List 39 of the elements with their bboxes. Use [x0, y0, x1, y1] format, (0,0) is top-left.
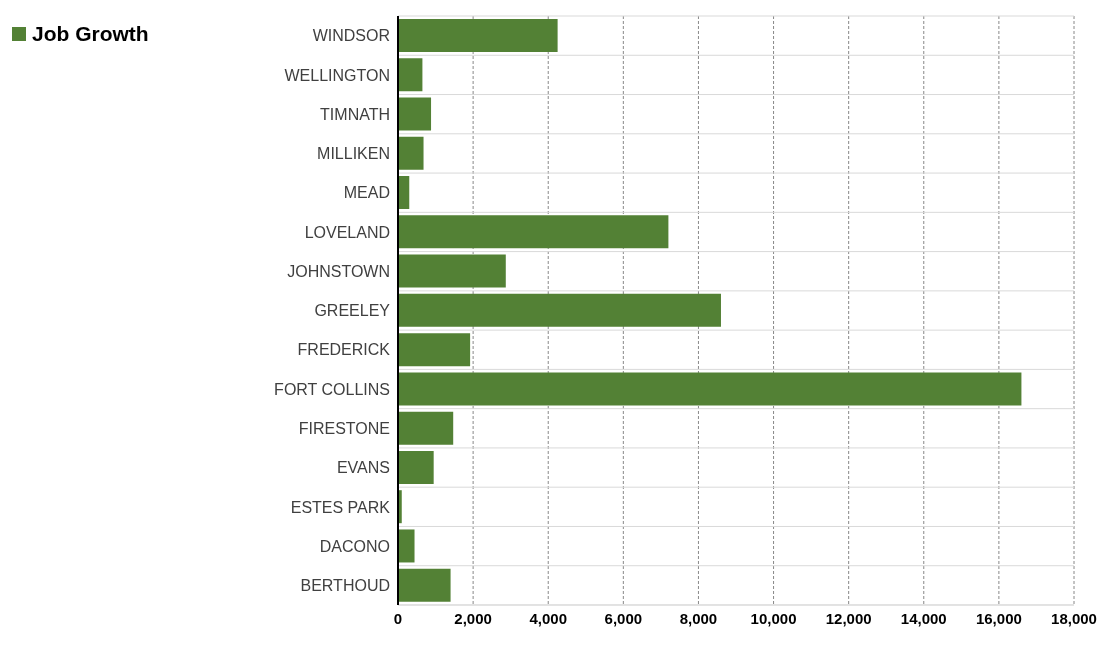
y-tick-label: GREELEY	[314, 302, 391, 320]
y-tick-label: FREDERICK	[297, 341, 391, 359]
bar	[398, 215, 669, 249]
bar	[398, 97, 432, 131]
x-tick-label: 10,000	[750, 609, 797, 627]
x-tick-label: 4,000	[529, 609, 567, 627]
y-tick-label: WINDSOR	[312, 27, 390, 45]
legend-label: Job Growth	[31, 22, 150, 46]
y-tick-label: MILLIKEN	[317, 145, 390, 163]
bar	[398, 568, 451, 602]
y-tick-label: FIRESTONE	[298, 419, 390, 437]
y-tick-label: WELLINGTON	[284, 66, 390, 84]
y-tick-label: EVANS	[336, 459, 390, 477]
y-tick-label: BERTHOUD	[300, 577, 390, 595]
y-tick-label: LOVELAND	[304, 223, 390, 241]
y-tick-label: ESTES PARK	[290, 498, 391, 516]
x-tick-label: 0	[393, 609, 403, 627]
x-tick-label: 18,000	[1051, 609, 1097, 627]
bar	[398, 254, 506, 288]
x-tick-label: 2,000	[454, 609, 492, 627]
x-tick-label: 12,000	[825, 609, 872, 627]
x-tick-label: 8,000	[679, 609, 718, 627]
bar	[398, 411, 454, 445]
x-tick-label: 6,000	[604, 609, 643, 627]
x-tick-label: 14,000	[900, 609, 947, 627]
bar	[398, 333, 471, 367]
y-tick-label: MEAD	[343, 184, 390, 202]
bar	[398, 293, 721, 327]
y-tick-label: TIMNATH	[320, 105, 390, 123]
y-tick-label: DACONO	[319, 537, 390, 555]
bar	[398, 58, 423, 92]
y-tick-label: FORT COLLINS	[274, 380, 390, 398]
x-tick-label: 16,000	[975, 609, 1022, 627]
y-tick-label: JOHNSTOWN	[287, 262, 390, 280]
bar	[398, 372, 1022, 406]
bar	[398, 19, 558, 52]
bar	[398, 136, 424, 170]
bar	[398, 450, 434, 484]
bar	[398, 529, 415, 563]
